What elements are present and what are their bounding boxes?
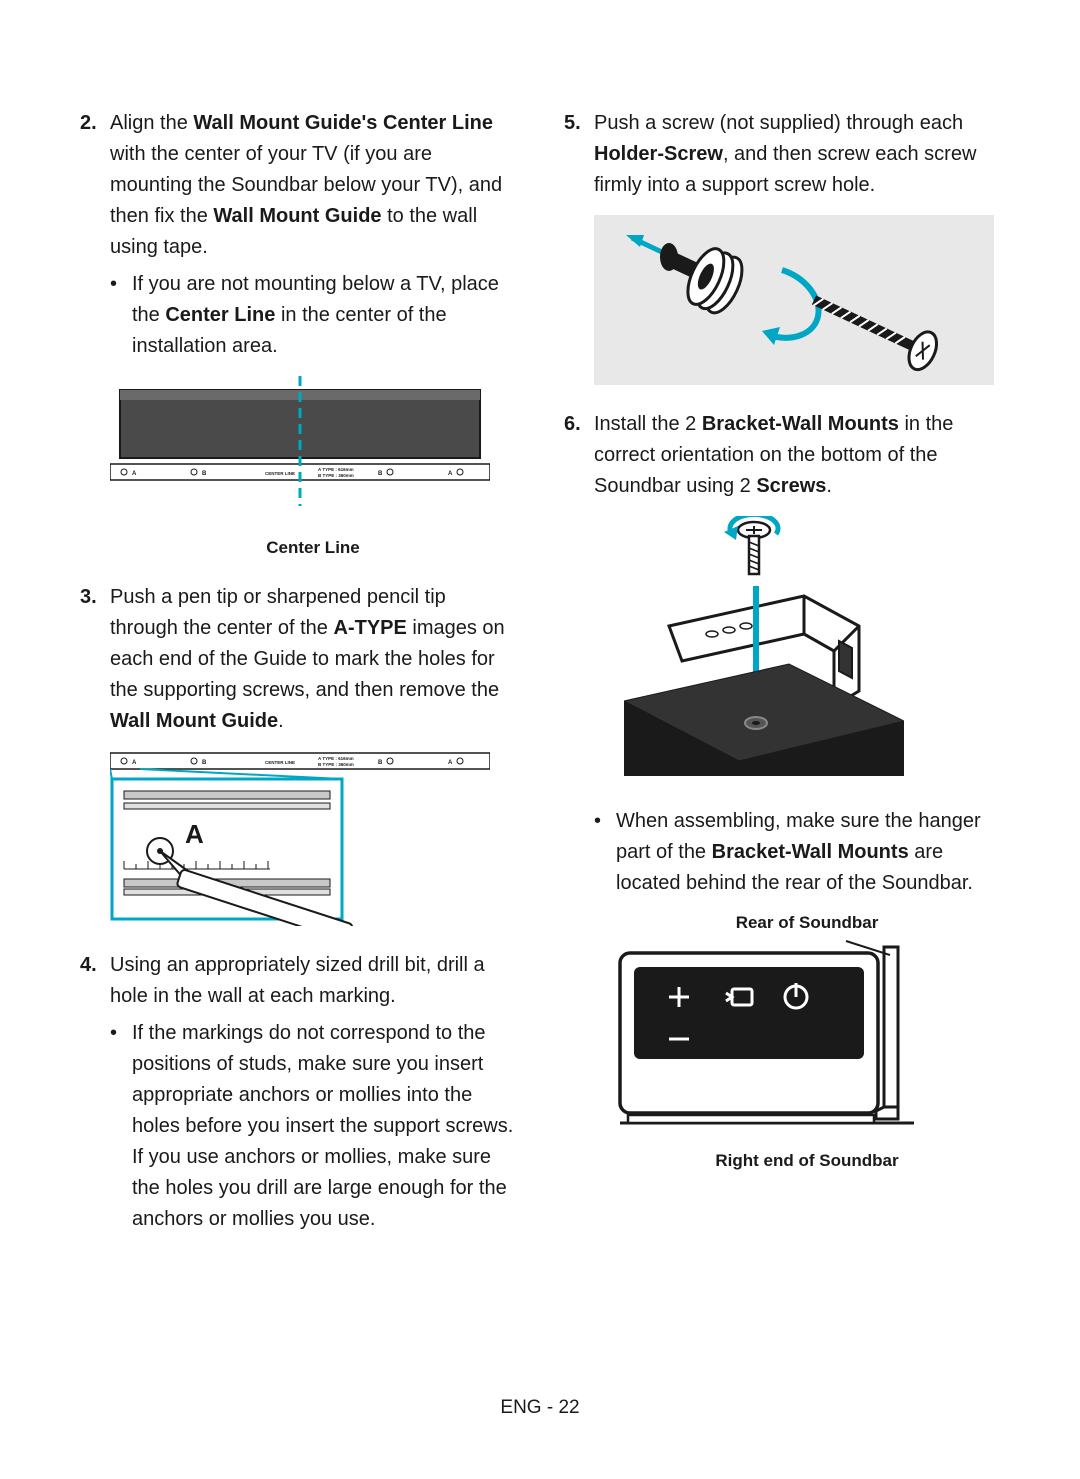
bullet-item: • If the markings do not correspond to t… (110, 1018, 516, 1235)
svg-text:A: A (132, 760, 137, 766)
svg-text:B: B (202, 760, 207, 766)
svg-text:CENTER LINE: CENTER LINE (265, 760, 295, 765)
svg-text:B TYPE : 360mm: B TYPE : 360mm (318, 762, 354, 767)
step-5: 5. Push a screw (not supplied) through e… (564, 108, 1000, 201)
ruler-type-a: A TYPE : 616mm (318, 467, 354, 472)
bracket-mount-diagram (624, 516, 904, 776)
step-body: Install the 2 Bracket-Wall Mounts in the… (594, 409, 1000, 502)
bold-text: A-TYPE (334, 617, 407, 639)
bold-text: Center Line (165, 304, 275, 326)
holder-screw-diagram (594, 215, 994, 385)
two-column-layout: 2. Align the Wall Mount Guide's Center L… (80, 108, 1000, 1243)
step-number: 5. (564, 108, 594, 201)
figure-pencil-mark: A B CENTER LINE A TYPE : 616mm B TYPE : … (110, 751, 516, 926)
figure-rear-soundbar: Rear of Soundbar (614, 913, 1000, 1171)
ruler-label-b2: B (378, 471, 383, 477)
figure-center-line: A B CENTER LINE A TYPE : 616mm B TYPE : … (110, 376, 516, 558)
ruler-center-label: CENTER LINE (265, 471, 295, 476)
step-4: 4. Using an appropriately sized drill bi… (80, 950, 516, 1235)
right-column: 5. Push a screw (not supplied) through e… (564, 108, 1000, 1243)
bullet-dot: • (110, 269, 132, 362)
step-number: 3. (80, 582, 110, 737)
center-line-diagram: A B CENTER LINE A TYPE : 616mm B TYPE : … (110, 376, 490, 526)
step-2: 2. Align the Wall Mount Guide's Center L… (80, 108, 516, 362)
manual-page: 2. Align the Wall Mount Guide's Center L… (0, 0, 1080, 1479)
text: Align the (110, 112, 193, 134)
page-number: ENG - 22 (0, 1397, 1080, 1419)
ruler-label-b: B (202, 471, 207, 477)
bold-text: Wall Mount Guide's Center Line (193, 112, 493, 134)
text: . (278, 710, 284, 732)
bullet-body: When assembling, make sure the hanger pa… (616, 806, 1000, 899)
text: Using an appropriately sized drill bit, … (110, 954, 485, 1007)
figure-holder-screw (594, 215, 1000, 385)
ruler-label-a2: A (448, 471, 453, 477)
step-number: 2. (80, 108, 110, 362)
step-6-note: • When assembling, make sure the hanger … (594, 800, 1000, 899)
ruler-type-b: B TYPE : 360mm (318, 473, 354, 478)
svg-text:A TYPE : 616mm: A TYPE : 616mm (318, 756, 354, 761)
step-body: Push a pen tip or sharpened pencil tip t… (110, 582, 516, 737)
bold-text: Wall Mount Guide (213, 205, 381, 227)
step-3: 3. Push a pen tip or sharpened pencil ti… (80, 582, 516, 737)
bold-text: Screws (756, 475, 826, 497)
bold-text: Bracket-Wall Mounts (712, 841, 909, 863)
ruler-label-a: A (132, 471, 137, 477)
bullet-dot: • (594, 806, 616, 899)
bullet-item: • When assembling, make sure the hanger … (594, 806, 1000, 899)
bold-text: Wall Mount Guide (110, 710, 278, 732)
left-column: 2. Align the Wall Mount Guide's Center L… (80, 108, 516, 1243)
step-body: Push a screw (not supplied) through each… (594, 108, 1000, 201)
bullet-item: • If you are not mounting below a TV, pl… (110, 269, 516, 362)
step-body: Align the Wall Mount Guide's Center Line… (110, 108, 516, 362)
text: Push a screw (not supplied) through each (594, 112, 963, 134)
figure-caption: Center Line (110, 538, 516, 558)
figure-label-top: Rear of Soundbar (614, 913, 1000, 933)
svg-text:B: B (378, 760, 383, 766)
bullet-body: If the markings do not correspond to the… (132, 1018, 516, 1235)
figure-caption: Right end of Soundbar (614, 1151, 1000, 1171)
bullet-dot: • (110, 1018, 132, 1235)
text: . (826, 475, 832, 497)
svg-text:A: A (448, 760, 453, 766)
pencil-mark-diagram: A B CENTER LINE A TYPE : 616mm B TYPE : … (110, 751, 490, 926)
step-6: 6. Install the 2 Bracket-Wall Mounts in … (564, 409, 1000, 502)
bold-text: Holder-Screw (594, 143, 723, 165)
rear-soundbar-diagram (614, 939, 934, 1139)
zoom-label-a: A (185, 819, 204, 849)
text: Install the 2 (594, 413, 702, 435)
step-number: 4. (80, 950, 110, 1235)
figure-bracket-mount (624, 516, 1000, 776)
bullet-body: If you are not mounting below a TV, plac… (132, 269, 516, 362)
step-body: Using an appropriately sized drill bit, … (110, 950, 516, 1235)
bold-text: Bracket-Wall Mounts (702, 413, 899, 435)
step-number: 6. (564, 409, 594, 502)
